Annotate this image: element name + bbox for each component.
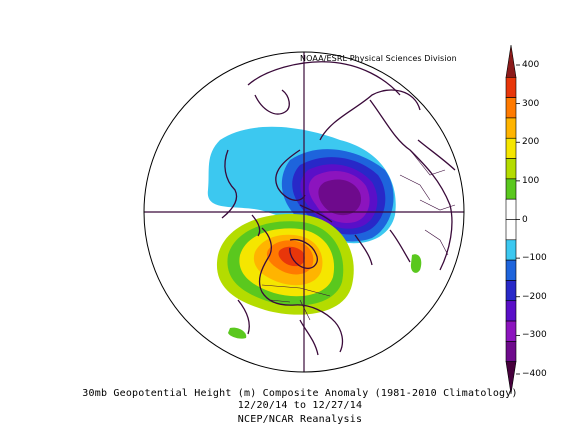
colorbar-tick-label: 100 [522,175,540,186]
colorbar-tick-label: 400 [522,60,540,70]
credit-label: NOAA/ESRL Physical Sciences Division [300,54,457,63]
graticule [144,52,464,372]
colorbar-segment [505,158,517,180]
colorbar-tick-label: 0 [522,214,528,225]
map-disk [144,52,464,372]
colorbar [505,44,520,395]
colorbar-segment [505,300,517,322]
colorbar-segment [505,341,517,362]
colorbar-segment [505,320,517,342]
country-borders [261,149,456,321]
caption-dates: 12/20/14 to 12/27/14 [237,400,363,411]
colorbar-tick-label: −400 [522,369,547,379]
colorbar-tick-label: 300 [522,98,540,109]
colorbar-segment [505,44,517,78]
caption-source: NCEP/NCAR Reanalysis [237,414,363,425]
colorbar-segment [505,219,517,241]
colorbar-segment [505,361,517,395]
colorbar-segment [505,97,517,119]
caption-title: 30mb Geopotential Height (m) Composite A… [82,388,518,399]
coastlines [221,61,456,356]
colorbar-segment [505,259,517,281]
colorbar-segment [505,280,517,302]
colorbar-tick-label: −100 [522,253,547,264]
colorbar-segment [505,178,517,200]
colorbar-tick-label: −200 [522,291,547,302]
colorbar-segment [505,77,517,98]
colorbar-tick-label: −300 [522,330,547,341]
map-boundary [143,51,465,373]
colorbar-segment [505,239,517,261]
colorbar-tick-label: 200 [522,137,540,148]
colorbar-segment [505,117,517,139]
colorbar-segment [505,198,517,220]
colorbar-segment [505,137,517,159]
